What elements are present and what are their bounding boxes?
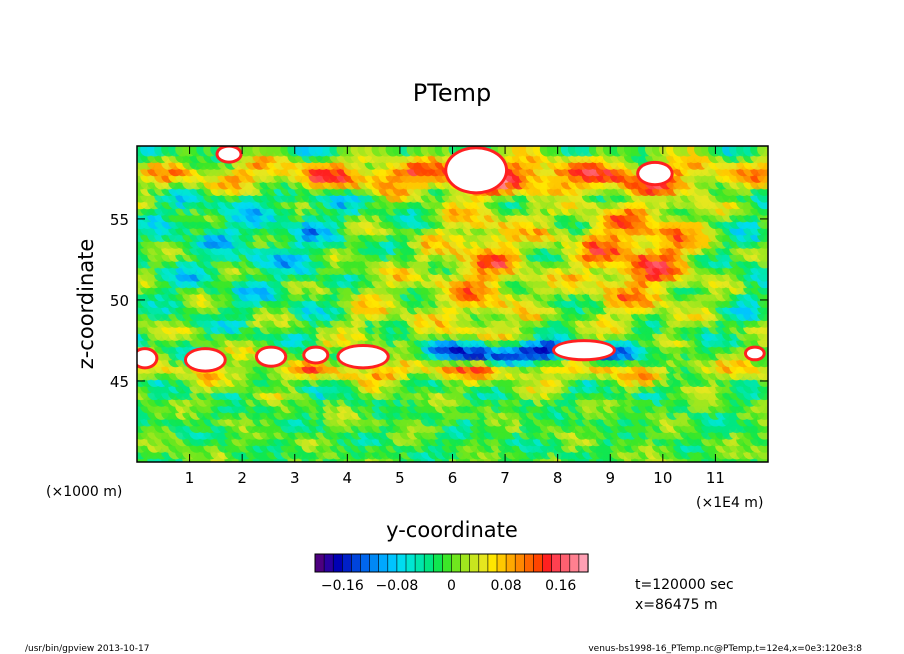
white-region-5 [339, 346, 387, 367]
colorbar-swatch-9 [396, 553, 407, 573]
colorbar-ticks: −0.16 −0.08 0 0.08 0.16 [321, 578, 577, 594]
white-region-4 [305, 348, 327, 362]
y-tick-label-2: 55 [110, 211, 129, 229]
y-tick-label-0: 45 [110, 373, 129, 391]
footer-left: /usr/bin/gpview 2013-10-17 [25, 644, 149, 654]
colorbar-swatch-10 [405, 553, 416, 573]
colorbar-swatch-19 [487, 553, 498, 573]
colorbar-swatch-0 [314, 553, 325, 573]
colorbar-swatch-21 [505, 553, 516, 573]
y-axis-label: z-coordinate [74, 239, 98, 370]
colorbar-swatch-29 [578, 553, 589, 573]
white-region-6 [555, 342, 613, 359]
position-annotation: x=86475 m [635, 597, 718, 613]
x-unit-label: (×1E4 m) [696, 495, 763, 511]
colorbar-swatch-25 [542, 553, 553, 573]
colorbar-swatch-20 [496, 553, 507, 573]
colorbar-tick-label-4: 0.16 [545, 578, 576, 594]
footer-right: venus-bs1998-16_PTemp.nc@PTemp,t=12e4,x=… [588, 644, 862, 654]
x-tick-label-0: 1 [185, 469, 195, 487]
colorbar-swatch-17 [469, 553, 480, 573]
colorbar-swatch-27 [560, 553, 571, 573]
heatmap-cells [137, 146, 768, 462]
white-region-7 [639, 163, 671, 184]
colorbar-swatch-3 [341, 553, 352, 573]
time-annotation: t=120000 sec [635, 577, 734, 593]
colorbar-swatch-24 [533, 553, 544, 573]
colorbar-swatch-6 [369, 553, 380, 573]
white-region-0 [447, 149, 506, 192]
white-region-2 [186, 350, 224, 370]
heatmap-cell [757, 146, 768, 157]
x-tick-label-2: 3 [290, 469, 300, 487]
colorbar-tick-label-3: 0.08 [491, 578, 522, 594]
x-axis-label: y-coordinate [386, 518, 518, 542]
colorbar-tick-label-1: −0.08 [375, 578, 418, 594]
colorbar [314, 553, 589, 573]
x-tick-label-4: 5 [395, 469, 405, 487]
colorbar-swatch-11 [414, 553, 425, 573]
x-tick-label-1: 2 [237, 469, 247, 487]
colorbar-swatch-12 [423, 553, 434, 573]
colorbar-tick-label-0: −0.16 [321, 578, 364, 594]
x-tick-label-8: 9 [605, 469, 615, 487]
x-tick-label-5: 6 [448, 469, 458, 487]
heatmap-field [137, 146, 768, 462]
x-tick-label-9: 10 [653, 469, 672, 487]
x-tick-label-6: 7 [500, 469, 510, 487]
colorbar-swatch-18 [478, 553, 489, 573]
white-region-9 [746, 348, 763, 359]
white-region-8 [218, 147, 240, 161]
colorbar-tick-label-2: 0 [447, 578, 456, 594]
colorbar-swatch-26 [551, 553, 562, 573]
colorbar-swatch-13 [432, 553, 443, 573]
colorbar-swatch-2 [332, 553, 343, 573]
x-tick-label-7: 8 [553, 469, 563, 487]
colorbar-swatch-23 [523, 553, 534, 573]
colorbar-swatch-1 [323, 553, 334, 573]
colorbar-swatch-16 [460, 553, 471, 573]
y-tick-label-1: 50 [110, 292, 129, 310]
white-region-3 [257, 348, 285, 365]
colorbar-swatch-4 [351, 553, 362, 573]
colorbar-swatch-28 [569, 553, 580, 573]
colorbar-swatch-22 [514, 553, 525, 573]
colorbar-swatch-7 [378, 553, 389, 573]
colorbar-swatch-5 [360, 553, 371, 573]
y-unit-label: (×1000 m) [46, 484, 122, 500]
x-tick-label-3: 4 [343, 469, 353, 487]
colorbar-swatch-14 [442, 553, 453, 573]
colorbar-swatch-8 [387, 553, 398, 573]
colorbar-swatch-15 [451, 553, 462, 573]
x-tick-label-10: 11 [706, 469, 725, 487]
chart-title: PTemp [413, 79, 491, 107]
